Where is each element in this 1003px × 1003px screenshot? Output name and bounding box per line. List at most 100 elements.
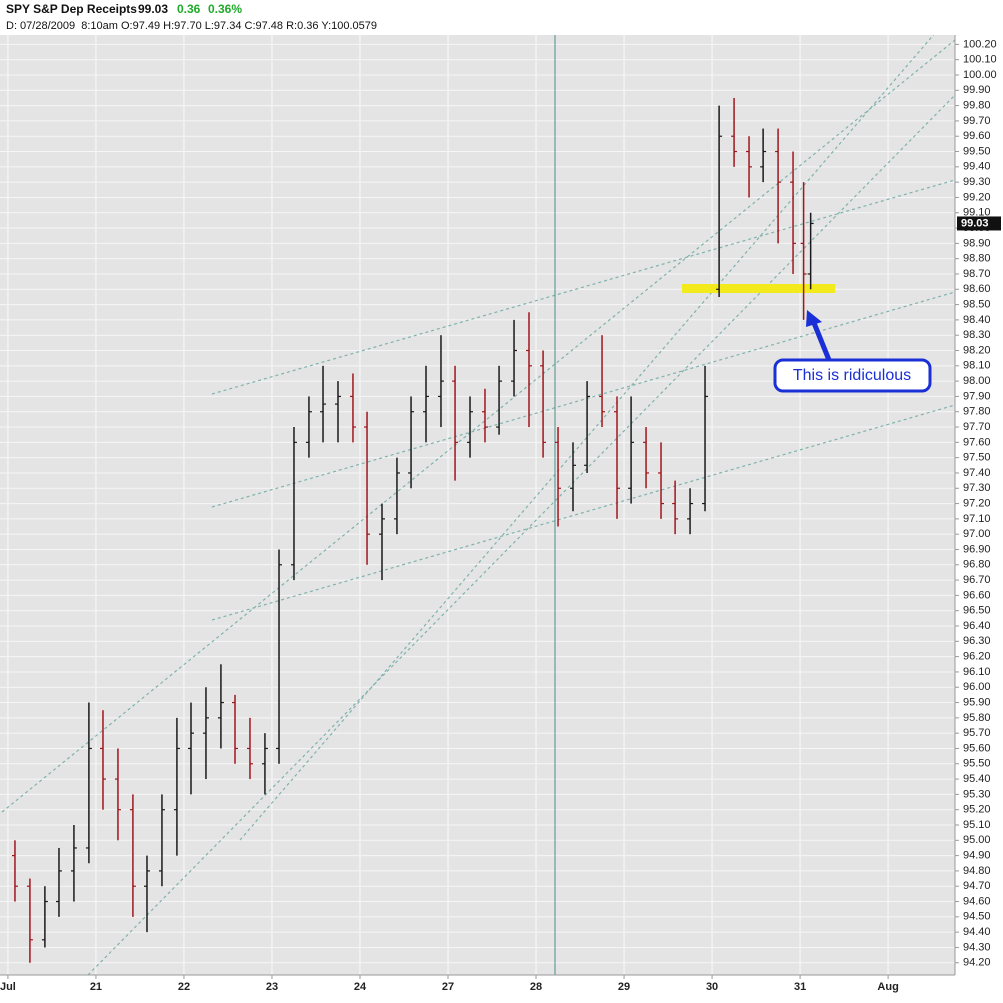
- ohlc-bar: [555, 427, 562, 527]
- ohlc-bar: [188, 702, 194, 795]
- y-tick-label: 97.20: [963, 497, 991, 509]
- y-tick-label: 100.20: [963, 38, 997, 50]
- y-tick-label: 98.10: [963, 360, 991, 372]
- trend-line: [87, 94, 956, 976]
- y-tick-label: 94.30: [963, 941, 991, 953]
- callout-arrow: [809, 317, 832, 361]
- highlight-band: [682, 284, 835, 293]
- trend-line: [211, 291, 956, 508]
- ohlc-bar: [41, 886, 48, 948]
- trend-line: [239, 9, 956, 841]
- y-tick-label: 100.00: [963, 69, 997, 81]
- axes: 94.20 94.30 94.40 94.50 94.60 94.70 94.80 94.90…: [0, 38, 1001, 993]
- y-tick-label: 98.50: [963, 298, 991, 310]
- x-tick-label: 28: [530, 981, 542, 993]
- chart-title: SPY S&P Dep Receipts: [6, 2, 137, 16]
- y-tick-label: 94.50: [963, 911, 991, 923]
- ohlc-bar: [658, 442, 665, 519]
- y-tick-label: 98.40: [963, 314, 991, 326]
- y-tick-label: 95.70: [963, 727, 991, 739]
- ohlc-bar: [217, 664, 224, 749]
- last-price-label: 99.03: [961, 217, 989, 229]
- ohlc-bar: [423, 365, 430, 443]
- ohlc-bar: [364, 411, 371, 565]
- y-tick-label: 95.00: [963, 834, 991, 846]
- x-tick-label: 27: [442, 981, 454, 993]
- y-tick-label: 95.40: [963, 773, 991, 785]
- ohlc-bar: [496, 365, 503, 435]
- ohlc-bar: [232, 694, 239, 764]
- header-bar: [0, 0, 1003, 35]
- y-tick-label: 96.70: [963, 574, 991, 586]
- ohlc-bar: [628, 396, 635, 504]
- grid: [0, 35, 955, 975]
- ohlc-bar: [334, 381, 341, 443]
- change: 0.36: [177, 2, 201, 16]
- ohlc-bar: [129, 794, 136, 917]
- callout-box: [773, 358, 932, 393]
- y-tick-label: 98.80: [963, 253, 991, 265]
- y-tick-label: 95.60: [963, 742, 991, 754]
- y-tick-label: 97.30: [963, 482, 991, 494]
- ohlc-bar: [584, 381, 591, 473]
- y-tick-label: 96.50: [963, 605, 991, 617]
- y-tick-label: 97.70: [963, 421, 991, 433]
- x-axis-area: [0, 975, 1003, 998]
- y-tick-label: 98.30: [963, 329, 991, 341]
- ohlc-bar: [511, 319, 518, 397]
- ohlc-bar: [672, 480, 679, 535]
- ohlc-bar: [202, 687, 209, 780]
- y-tick-label: 96.20: [963, 651, 991, 663]
- bar-info: D: 07/28/2009 8:10am O:97.49 H:97.70 L:9…: [6, 20, 377, 32]
- ohlc-bar: [807, 212, 814, 290]
- trend-line: [1, 39, 956, 813]
- callout-text: This is ridiculous: [793, 367, 911, 384]
- y-tick-label: 97.90: [963, 390, 991, 402]
- y-tick-label: 97.10: [963, 513, 991, 525]
- x-tick-label: 21: [90, 981, 102, 993]
- y-tick-label: 96.60: [963, 589, 991, 601]
- y-tick-label: 98.90: [963, 237, 991, 249]
- ohlc-bar: [290, 427, 297, 581]
- y-tick-label: 99.60: [963, 130, 991, 142]
- ohlc-bar: [114, 748, 121, 841]
- ohlc-bar: [599, 335, 606, 428]
- y-tick-label: 94.60: [963, 895, 991, 907]
- ohlc-bar: [540, 350, 547, 458]
- ohlc-bar: [437, 335, 444, 428]
- y-tick-label: 95.50: [963, 758, 991, 770]
- ohlc-bar: [702, 365, 709, 512]
- y-tick-label: 96.80: [963, 559, 991, 571]
- ohlc-bar: [746, 136, 753, 198]
- y-tick-label: 94.40: [963, 926, 991, 938]
- ohlc-bar: [525, 312, 532, 428]
- x-tick-label: Aug: [877, 981, 898, 993]
- y-tick-label: 97.60: [963, 436, 991, 448]
- y-tick-label: 97.00: [963, 528, 991, 540]
- ohlc-bar: [261, 733, 268, 795]
- y-tick-label: 96.10: [963, 666, 991, 678]
- y-tick-label: 97.80: [963, 406, 991, 418]
- y-tick-label: 99.10: [963, 207, 991, 219]
- y-tick-label: 96.40: [963, 620, 991, 632]
- ohlc-bar: [320, 365, 327, 443]
- callout: This is ridiculous: [773, 310, 932, 393]
- ohlc-bar: [143, 855, 150, 933]
- y-tick-label: 97.40: [963, 467, 991, 479]
- y-tick-label: 98.60: [963, 283, 991, 295]
- y-tick-label: 99.40: [963, 161, 991, 173]
- ohlc-bar: [570, 442, 576, 512]
- x-tick-label: 22: [178, 981, 190, 993]
- y-tick-label: 95.90: [963, 696, 991, 708]
- ohlc-bar: [379, 503, 385, 581]
- y-tick-label: 95.20: [963, 804, 991, 816]
- x-tick-label: 24: [354, 981, 367, 993]
- y-tick-label: 96.90: [963, 543, 991, 555]
- last-price-marker: [957, 216, 1001, 231]
- y-tick-label: 99.50: [963, 145, 991, 157]
- ohlc-bar: [393, 457, 400, 535]
- y-tick-label: 98.70: [963, 268, 991, 280]
- ohlc-bar: [55, 847, 62, 917]
